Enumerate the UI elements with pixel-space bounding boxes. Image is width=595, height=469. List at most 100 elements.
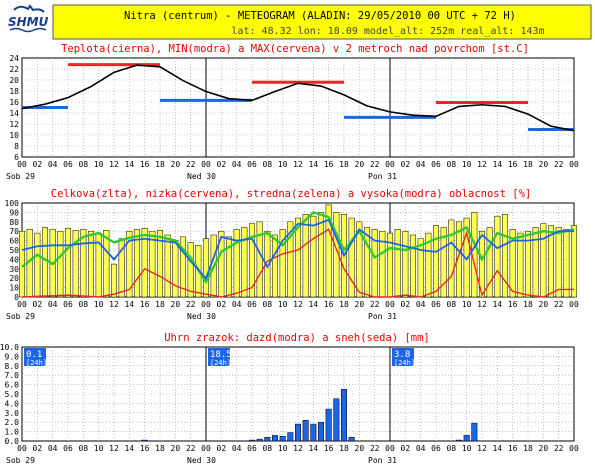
precip-x-tick-label: 22 — [370, 444, 380, 453]
cloud-x-tick-label: 20 — [355, 300, 365, 309]
temp-day-label: Pon 31 — [368, 172, 397, 181]
total-cloud-bar — [555, 227, 562, 298]
cloud-x-tick-label: 12 — [109, 300, 119, 309]
daily-total-value: 3.8 — [394, 350, 410, 360]
cloud-x-tick-label: 04 — [48, 300, 58, 309]
total-cloud-bar — [547, 225, 555, 298]
temp-x-tick-label: 08 — [79, 160, 89, 169]
cloud-x-tick-label: 06 — [431, 300, 441, 309]
total-cloud-bar — [486, 227, 493, 298]
precip-x-tick-label: 18 — [523, 444, 533, 453]
rain-bar — [333, 398, 340, 442]
rain-bar — [471, 422, 478, 442]
temp-y-tick-label: 14 — [9, 109, 19, 118]
temp-x-tick-label: 00 — [569, 160, 579, 169]
rain-bar — [294, 423, 302, 442]
cloud-x-tick-label: 16 — [508, 300, 518, 309]
temp-x-tick-label: 14 — [493, 160, 503, 169]
cloud-x-tick-label: 16 — [140, 300, 150, 309]
rain-bar — [325, 408, 332, 442]
total-cloud-bar — [448, 219, 455, 298]
total-cloud-bar — [72, 230, 79, 298]
precip-x-tick-label: 00 — [569, 444, 579, 453]
cloud-x-tick-label: 00 — [201, 300, 211, 309]
precip-x-tick-label: 02 — [217, 444, 227, 453]
low-cloud-line — [21, 228, 574, 298]
cloud-y-tick-label: 50 — [9, 246, 19, 255]
temp-x-tick-label: 20 — [539, 160, 549, 169]
precip-panel-title: Uhrn zrazok: dazd(modra) a sneh(seda) [m… — [164, 332, 430, 344]
cloud-x-tick-label: 10 — [94, 300, 104, 309]
total-cloud-bar — [524, 230, 532, 298]
total-cloud-bar — [563, 229, 570, 298]
temp-x-tick-label: 20 — [171, 160, 181, 169]
precip-x-tick-label: 16 — [324, 444, 334, 453]
total-cloud-bar — [356, 221, 363, 298]
temp-x-tick-label: 02 — [401, 160, 411, 169]
total-cloud-bar — [41, 227, 49, 298]
total-cloud-bar — [256, 221, 263, 298]
precip-x-tick-label: 18 — [155, 444, 165, 453]
rain-bar — [302, 420, 309, 442]
temp-x-tick-label: 22 — [186, 160, 196, 169]
temperature-line — [21, 64, 575, 132]
cloud-y-tick-label: 80 — [9, 218, 19, 227]
temp-x-tick-label: 00 — [385, 160, 395, 169]
rain-bar — [264, 436, 271, 442]
total-cloud-bar — [294, 217, 302, 298]
daily-total-unit: [24h] — [26, 359, 47, 367]
total-cloud-bar — [118, 238, 125, 298]
cloud-x-tick-label: 22 — [186, 300, 196, 309]
cloud-x-tick-label: 08 — [79, 300, 89, 309]
temp-x-tick-label: 10 — [278, 160, 288, 169]
temp-x-tick-label: 10 — [94, 160, 104, 169]
temp-x-tick-label: 16 — [140, 160, 150, 169]
precip-y-tick-label: 7.0 — [5, 371, 20, 380]
temp-y-tick-label: 16 — [9, 98, 19, 107]
cloud-x-tick-label: 06 — [247, 300, 257, 309]
precip-x-tick-label: 08 — [79, 444, 89, 453]
cloud-y-tick-label: 60 — [9, 237, 19, 246]
total-cloud-bar — [233, 229, 240, 298]
total-cloud-bar — [532, 227, 539, 298]
precip-x-tick-label: 20 — [539, 444, 549, 453]
total-cloud-bar — [179, 236, 187, 298]
daily-total-value: 18.5 — [210, 350, 232, 360]
precip-y-tick-label: 8.0 — [5, 362, 20, 371]
temp-day-label: Sob 29 — [6, 172, 35, 181]
total-cloud-bar — [440, 227, 447, 298]
total-cloud-bar — [80, 229, 87, 298]
total-cloud-bar — [310, 215, 317, 298]
cloud-panel-title: Celkova(zlta), nizka(cervena), stredna(z… — [51, 188, 531, 200]
temp-x-tick-label: 06 — [63, 160, 73, 169]
mid-cloud-line — [21, 211, 575, 285]
total-cloud-bar — [540, 223, 547, 298]
precip-y-tick-label: 5.0 — [5, 390, 20, 399]
total-cloud-bar — [455, 221, 463, 298]
daily-total-badge — [24, 348, 46, 366]
total-cloud-bar — [64, 228, 72, 298]
precip-x-tick-label: 04 — [416, 444, 426, 453]
temp-x-tick-label: 16 — [508, 160, 518, 169]
temp-x-tick-label: 12 — [293, 160, 303, 169]
cloud-day-label: Ned 30 — [187, 312, 216, 321]
cloud-y-tick-label: 90 — [9, 208, 19, 217]
cloud-x-tick-label: 04 — [232, 300, 242, 309]
page-title: Nitra (centrum) - METEOGRAM (ALADIN: 29/… — [124, 10, 516, 22]
rain-bar — [141, 439, 148, 442]
temp-y-tick-label: 24 — [9, 54, 19, 63]
precip-x-tick-label: 06 — [63, 444, 73, 453]
rain-bar — [455, 439, 463, 442]
temp-y-tick-label: 20 — [9, 76, 19, 85]
cloud-x-tick-label: 08 — [447, 300, 457, 309]
cloud-x-tick-label: 14 — [493, 300, 503, 309]
temp-y-tick-label: 18 — [9, 87, 19, 96]
temp-day-label: Ned 30 — [187, 172, 216, 181]
temp-x-tick-label: 02 — [217, 160, 227, 169]
total-cloud-bar — [87, 230, 95, 298]
precip-x-tick-label: 20 — [171, 444, 181, 453]
temp-x-tick-label: 04 — [416, 160, 426, 169]
precip-x-tick-label: 00 — [201, 444, 211, 453]
total-cloud-bar — [133, 229, 141, 298]
